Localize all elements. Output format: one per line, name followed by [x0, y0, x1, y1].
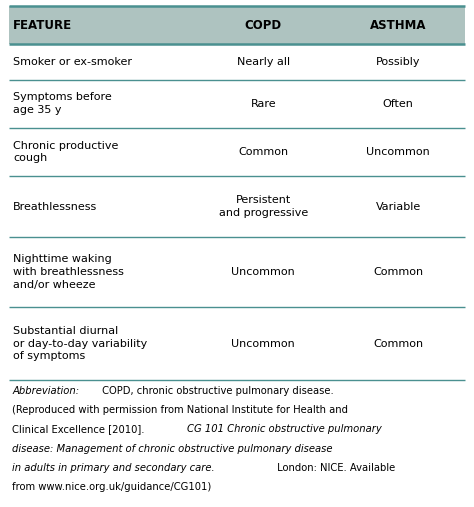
Bar: [9, 80, 465, 128]
Text: Clinical Excellence [2010].: Clinical Excellence [2010].: [12, 424, 148, 434]
Text: Nighttime waking
with breathlessness
and/or wheeze: Nighttime waking with breathlessness and…: [13, 254, 124, 289]
Text: CG 101 Chronic obstructive pulmonary: CG 101 Chronic obstructive pulmonary: [187, 424, 382, 434]
Text: Uncommon: Uncommon: [231, 339, 295, 349]
Text: Substantial diurnal
or day-to-day variability
of symptoms: Substantial diurnal or day-to-day variab…: [13, 326, 147, 361]
Text: Nearly all: Nearly all: [237, 57, 290, 67]
Text: Common: Common: [373, 339, 423, 349]
Text: Often: Often: [383, 99, 413, 109]
Text: in adults in primary and secondary care.: in adults in primary and secondary care.: [12, 463, 215, 473]
Text: disease: Management of chronic obstructive pulmonary disease: disease: Management of chronic obstructi…: [12, 444, 333, 454]
Text: Uncommon: Uncommon: [366, 147, 430, 157]
Text: London: NICE. Available: London: NICE. Available: [274, 463, 395, 473]
Text: Smoker or ex-smoker: Smoker or ex-smoker: [13, 57, 132, 67]
Bar: [9, 176, 465, 237]
Bar: [9, 44, 465, 80]
Bar: [9, 6, 465, 44]
Text: Common: Common: [238, 147, 288, 157]
Text: Uncommon: Uncommon: [231, 267, 295, 277]
Text: Symptoms before
age 35 y: Symptoms before age 35 y: [13, 92, 112, 115]
Text: (Reproduced with permission from National Institute for Health and: (Reproduced with permission from Nationa…: [12, 405, 348, 415]
Text: Breathlessness: Breathlessness: [13, 202, 98, 211]
Bar: [9, 128, 465, 176]
Text: from www.nice.org.uk/guidance/CG101): from www.nice.org.uk/guidance/CG101): [12, 482, 211, 492]
Text: Abbreviation:: Abbreviation:: [12, 386, 80, 396]
Text: Chronic productive
cough: Chronic productive cough: [13, 140, 118, 163]
Text: Possibly: Possibly: [376, 57, 420, 67]
Bar: [9, 237, 465, 307]
Text: COPD, chronic obstructive pulmonary disease.: COPD, chronic obstructive pulmonary dise…: [99, 386, 334, 396]
Text: COPD: COPD: [245, 19, 282, 31]
Text: Variable: Variable: [375, 202, 421, 211]
Text: Rare: Rare: [250, 99, 276, 109]
Text: Common: Common: [373, 267, 423, 277]
Text: Persistent
and progressive: Persistent and progressive: [219, 195, 308, 218]
Text: ASTHMA: ASTHMA: [370, 19, 426, 31]
Text: FEATURE: FEATURE: [13, 19, 73, 31]
Bar: [9, 307, 465, 380]
